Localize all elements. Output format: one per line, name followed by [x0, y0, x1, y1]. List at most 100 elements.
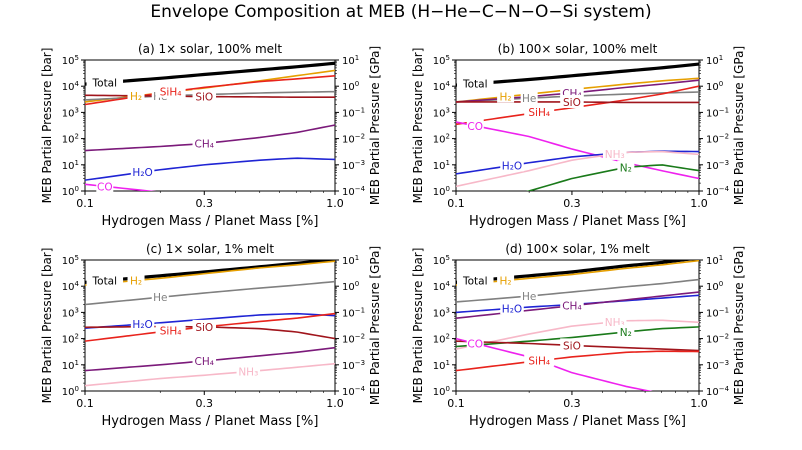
y-axis-label: MEB Partial Pressure [bar]	[411, 248, 425, 404]
series-label-bg	[192, 89, 217, 103]
y2-tick-label: 100	[706, 280, 723, 293]
series-label-NH3: NH₃	[238, 367, 258, 379]
axes-frame	[84, 259, 336, 392]
panel-title: (a) 1× solar, 100% melt	[138, 42, 282, 56]
y-tick-label: 101	[62, 159, 79, 172]
series-label-H2O: H₂O	[132, 167, 152, 179]
panel-title: (b) 100× solar, 100% melt	[498, 42, 658, 56]
y2-tick-label: 101	[706, 254, 723, 267]
y2-tick-label: 10−1	[706, 306, 729, 319]
y-tick-label: 101	[62, 359, 79, 372]
series-label-bg	[520, 91, 538, 105]
x-tick-label: 0.1	[447, 197, 465, 210]
series-label-SiO: SiO	[195, 92, 213, 104]
panel-title: (d) 100× solar, 1% melt	[505, 242, 650, 256]
series-label-CO: CO	[467, 121, 483, 133]
series-label-N2: N₂	[620, 162, 632, 174]
series-label-bg	[602, 314, 627, 328]
y-tick-label: 103	[433, 106, 450, 119]
series-label-bg	[130, 317, 155, 331]
y-tick-label: 104	[62, 280, 80, 293]
y-tick-label: 103	[433, 306, 450, 319]
series-line-He	[85, 280, 335, 306]
y-tick-label: 105	[433, 54, 450, 67]
y2-tick-label: 10−2	[706, 333, 729, 346]
series-label-SiO: SiO	[195, 322, 213, 334]
panel-b: (b) 100× solar, 100% melt 100 101 102 103 104…	[411, 42, 746, 229]
y2-tick-label: 10−3	[706, 159, 729, 172]
series-labels: TotalH₂HeSiH₄SiOCH₄H₂OCO	[86, 75, 217, 193]
series-label-H2: H₂	[130, 91, 142, 103]
y2-tick-label: 100	[342, 80, 359, 93]
series-label-SiH4: SiH₄	[160, 326, 182, 338]
series-label-bg	[500, 301, 524, 315]
series-label-CO: CO	[467, 338, 483, 350]
y-tick-label: 102	[433, 133, 450, 146]
series-label-bg	[560, 338, 584, 352]
series-label-SiO: SiO	[563, 97, 581, 109]
series-label-bg	[456, 76, 494, 90]
series-label-SiH4: SiH₄	[528, 107, 550, 119]
series-label-Total: Total	[462, 276, 488, 288]
series-label-bg	[192, 136, 217, 150]
series-label-CH4: CH₄	[562, 301, 581, 313]
series-label-Total: Total	[462, 79, 488, 91]
y2-tick-label: 101	[342, 54, 359, 67]
y-tick-label: 102	[62, 333, 79, 346]
x-axis-label: Hydrogen Mass / Planet Mass [%]	[102, 214, 319, 229]
series-label-H2: H₂	[130, 276, 142, 288]
y-tick-label: 103	[62, 106, 79, 119]
series-label-H2O: H₂O	[502, 303, 522, 315]
panel-d: (d) 100× solar, 1% melt 100 101 102 103 104 10…	[411, 242, 746, 429]
series-line-CO	[456, 121, 699, 180]
series-line-SiH4	[456, 350, 699, 372]
series-label-bg	[130, 165, 155, 179]
figure-title: Envelope Composition at MEB (H−He−C−N−O−…	[150, 2, 652, 22]
series-label-bg	[466, 118, 484, 132]
series-label-bg	[127, 273, 145, 287]
x-tick-label: 0.1	[447, 397, 465, 410]
series-line-CO	[85, 183, 157, 191]
y2-tick-label: 101	[342, 254, 359, 267]
y-tick-label: 104	[433, 280, 451, 293]
y2-tick-label: 10−3	[342, 159, 365, 172]
x-tick-label: 0.3	[563, 197, 581, 210]
y2-tick-label: 10−2	[342, 133, 365, 146]
y2-tick-label: 10−1	[342, 306, 365, 319]
series-line-CO	[456, 337, 653, 391]
y-tick-label: 105	[62, 254, 79, 267]
x-tick-label: 0.1	[76, 397, 94, 410]
series-label-bg	[560, 298, 584, 312]
y2-tick-label: 101	[706, 54, 723, 67]
y2-tick-label: 10−4	[342, 385, 366, 398]
series-label-bg	[151, 290, 169, 304]
series-line-NH3	[456, 150, 699, 188]
series-label-He: He	[153, 292, 167, 304]
series-label-H2: H₂	[500, 92, 512, 104]
y-tick-label: 104	[62, 80, 80, 93]
axes-frame	[455, 259, 700, 392]
x-tick-label: 0.3	[196, 397, 214, 410]
series-label-bg	[500, 158, 524, 172]
series-label-bg	[520, 289, 538, 303]
y2-tick-label: 10−2	[342, 333, 365, 346]
series-label-CH4: CH₄	[195, 356, 214, 368]
series-label-H2O: H₂O	[502, 160, 522, 172]
series-label-bg	[127, 88, 145, 102]
y2-tick-label: 10−1	[706, 106, 729, 119]
series-label-He: He	[522, 93, 536, 105]
series-label-bg	[524, 353, 555, 367]
series-label-Total: Total	[92, 276, 118, 288]
series-label-bg	[236, 364, 261, 378]
series-line-Total	[85, 61, 335, 86]
series-label-CO: CO	[97, 181, 113, 193]
series-line-Total	[456, 260, 696, 284]
series-label-bg	[96, 179, 114, 193]
series-label-H2: H₂	[500, 276, 512, 288]
series-line-Total	[85, 260, 335, 284]
y2-tick-label: 10−4	[706, 385, 730, 398]
series-label-bg	[466, 336, 484, 350]
